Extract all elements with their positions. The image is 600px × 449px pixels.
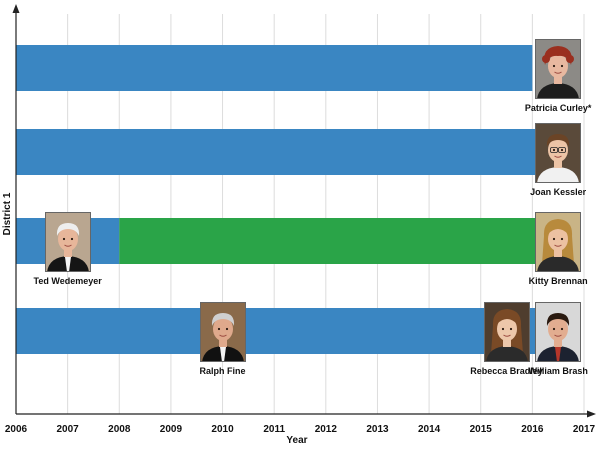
x-tick-label: 2009	[160, 424, 183, 435]
y-axis-arrow-icon	[12, 4, 20, 13]
portrait-photo	[45, 212, 91, 272]
x-tick-label: 2006	[5, 424, 28, 435]
judge-marker	[535, 302, 581, 362]
x-tick-label: 2010	[211, 424, 234, 435]
x-tick-label: 2012	[315, 424, 338, 435]
judge-name-label: Ted Wedemeyer	[34, 276, 103, 286]
judge-marker	[484, 302, 530, 362]
portrait-photo	[535, 123, 581, 183]
judge-marker	[200, 302, 246, 362]
tenure-bar-blue	[16, 308, 538, 354]
tenure-bar-blue	[16, 129, 538, 175]
x-tick-label: 2011	[263, 424, 285, 435]
x-axis-title: Year	[286, 435, 307, 446]
judge-marker	[535, 212, 581, 272]
x-tick-label: 2015	[470, 424, 493, 435]
x-tick-label: 2007	[57, 424, 80, 435]
judge-name-label: Rebecca Bradley	[470, 366, 543, 376]
judge-name-label: Joan Kessler	[530, 187, 587, 197]
x-tick-label: 2016	[521, 424, 544, 435]
x-tick-label: 2014	[418, 424, 441, 435]
y-axis-title: District 1	[2, 192, 13, 235]
judge-name-label: Kitty Brennan	[529, 276, 588, 286]
x-tick-label: 2017	[573, 424, 596, 435]
judge-markers: Patricia Curley* Joan Kessler Ted Wedemeye…	[34, 39, 592, 376]
judge-marker	[45, 212, 91, 272]
portrait-photo	[200, 302, 246, 362]
judge-marker	[535, 39, 581, 99]
tenure-bar-blue	[16, 45, 533, 91]
x-tick-label: 2013	[366, 424, 389, 435]
x-axis-arrow-icon	[587, 410, 596, 418]
axes	[12, 4, 596, 418]
tenure-bars	[16, 45, 538, 354]
portrait-photo	[484, 302, 530, 362]
x-tick-label: 2008	[108, 424, 131, 435]
judge-name-label: Patricia Curley*	[525, 103, 592, 113]
judge-marker	[535, 123, 581, 183]
judge-name-label: William Brash	[528, 366, 587, 376]
portrait-photo	[535, 212, 581, 272]
portrait-photo	[535, 39, 581, 99]
portrait-photo	[535, 302, 581, 362]
tenure-bar-green	[119, 218, 538, 264]
judge-name-label: Ralph Fine	[200, 366, 246, 376]
x-tick-labels: 2006 2007 2008 2009 2010 2011 2012 2013 2014 2015…	[5, 424, 596, 435]
